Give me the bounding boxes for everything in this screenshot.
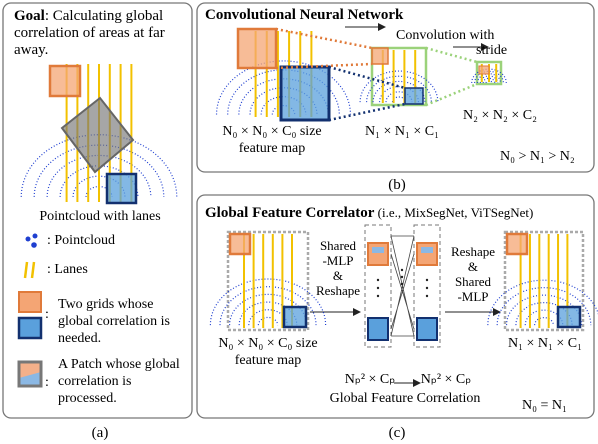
patch-label: Nₚ² × Cₚ [421, 372, 472, 388]
legend-label: : Pointcloud [47, 233, 115, 249]
grid-box [558, 307, 580, 327]
patch-label: Nₚ² × Cₚ [345, 372, 396, 388]
map-label: feature map [239, 141, 305, 157]
grid-box [281, 67, 329, 120]
grid-box [107, 174, 136, 203]
legend-label: Two grids whose global correlation is ne… [58, 296, 183, 347]
map-label: N₀ × N₀ × C₀ size [218, 336, 317, 352]
step-text: Shared [451, 274, 495, 289]
map-label: N₀ × N₀ × C₀ size [222, 124, 321, 140]
title-sub: (i.e., MixSegNet, ViTSegNet) [374, 205, 533, 220]
caption: (a) [92, 425, 109, 441]
map-label: feature map [235, 353, 301, 369]
grid-box [507, 234, 527, 254]
step2: Reshape&Shared-MLP [451, 244, 495, 304]
projection-line [426, 48, 477, 62]
legend-blue-grid [19, 318, 41, 338]
step-text: -MLP [451, 289, 495, 304]
step-text: Reshape [451, 244, 495, 259]
goal-label: Goal [14, 8, 45, 24]
operation-label: Convolution with [396, 28, 494, 44]
grid-box [372, 48, 388, 64]
step-text: -MLP [316, 253, 360, 268]
grid-box [284, 307, 306, 327]
projection-line [426, 84, 477, 105]
step1: Shared-MLP&Reshape [316, 238, 360, 298]
figure: Goal: Calculating global correlation of … [0, 0, 598, 444]
map-label: N₁ × N₁ × C₁ [365, 124, 439, 140]
grid-box [230, 234, 250, 254]
legend-orange-grid [19, 292, 41, 312]
step-text: Shared [316, 238, 360, 253]
legend-pointcloud-icon [26, 234, 38, 248]
grid-box [405, 88, 423, 104]
caption: (b) [388, 177, 406, 193]
pointcloud-image [488, 232, 598, 330]
goal-text: Goal: Calculating global correlation of … [14, 8, 186, 59]
step-text: & [316, 268, 360, 283]
operation-label: stride [476, 43, 507, 59]
image-caption: Pointcloud with lanes [39, 209, 160, 225]
relation: N₀ = N₁ [522, 398, 567, 414]
legend-label: : Lanes [47, 262, 88, 278]
correlation-label: Global Feature Correlation [330, 391, 481, 407]
projection-line [329, 104, 405, 120]
legend-lanes-icon [25, 262, 34, 278]
map-label: N₂ × N₂ × C₂ [463, 108, 537, 124]
legend-separator: : [45, 307, 49, 323]
step-text: & [451, 259, 495, 274]
grid-box [479, 66, 489, 74]
map-label: N₁ × N₁ × C₁ [508, 336, 582, 352]
title-main: Global Feature Correlator [205, 205, 374, 221]
panel-title: Global Feature Correlator (i.e., MixSegN… [205, 205, 533, 221]
step-text: Reshape [316, 283, 360, 298]
grid-box [238, 29, 276, 68]
relation: N₀ > N₁ > N₂ [500, 149, 575, 165]
legend-separator: : [45, 375, 49, 391]
legend-label: A Patch whose global correlation is proc… [58, 356, 183, 407]
legend-patch-icon [19, 362, 41, 386]
caption: (c) [389, 425, 406, 441]
panel-title: Convolutional Neural Network [205, 7, 403, 23]
grid-box [50, 66, 80, 96]
patch-columns [365, 225, 440, 347]
pointcloud-image [210, 232, 325, 330]
